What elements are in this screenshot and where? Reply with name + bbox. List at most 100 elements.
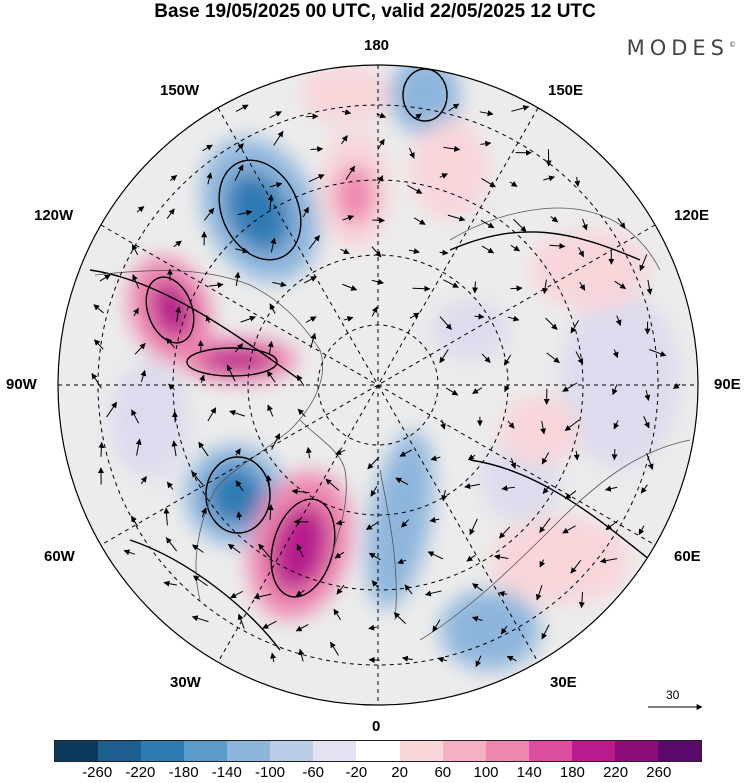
wind-arrow — [371, 246, 382, 258]
wind-arrow — [498, 590, 508, 597]
wind-arrow — [672, 383, 681, 389]
colorbar-swatch — [184, 741, 228, 761]
wind-arrow — [208, 282, 224, 289]
lon-label-60w: 60W — [44, 548, 75, 565]
wind-arrow — [500, 625, 508, 635]
wind-arrow — [340, 248, 350, 255]
wind-arrow — [393, 612, 407, 625]
coastlines — [94, 207, 691, 641]
wind-arrow — [493, 554, 509, 560]
wind-arrow — [227, 543, 241, 554]
wind-arrow — [448, 103, 460, 112]
wind-arrow — [447, 214, 466, 222]
wind-arrow — [613, 420, 620, 430]
wind-arrow — [371, 580, 379, 588]
wind-arrow — [511, 105, 530, 112]
wind-arrow — [368, 624, 377, 631]
wind-arrow — [371, 306, 378, 317]
wind-arrow — [507, 315, 520, 322]
colorbar-swatch — [55, 741, 99, 761]
colorbar-swatch — [442, 741, 486, 761]
wind-arrow — [269, 111, 282, 119]
lon-label-120e: 120E — [674, 207, 710, 224]
wind-arrow — [472, 387, 483, 395]
colorbar-tick-label: 140 — [516, 764, 542, 781]
wind-arrow — [475, 655, 482, 668]
colorbar-tick-label: -20 — [345, 764, 368, 781]
anomaly-blob — [410, 120, 490, 220]
wind-arrow — [397, 558, 407, 565]
wind-arrow — [235, 143, 244, 153]
wind-arrow — [343, 316, 354, 322]
wind-arrow — [130, 515, 139, 527]
wind-arrow — [305, 316, 317, 323]
wind-arrow — [134, 342, 146, 355]
wind-arrow — [135, 438, 142, 456]
wind-arrow — [166, 208, 175, 219]
wind-arrow — [430, 455, 441, 462]
wind-arrow — [304, 276, 317, 284]
wind-arrow — [509, 181, 518, 187]
reference-vector-label: 30 — [666, 688, 680, 702]
wind-arrow — [615, 315, 622, 326]
wind-arrow — [498, 526, 511, 539]
wind-arrow — [132, 274, 140, 289]
wind-arrow — [439, 316, 452, 330]
wind-arrow — [123, 549, 136, 556]
wind-arrow — [439, 249, 449, 256]
wind-arrow — [513, 218, 527, 233]
wind-arrow — [325, 478, 340, 491]
lon-label-150w: 150W — [160, 82, 200, 99]
wind-arrow — [617, 217, 626, 229]
lon-label-150e: 150E — [548, 82, 584, 99]
colorbar-swatch — [141, 741, 185, 761]
wind-arrow — [296, 374, 305, 387]
wind-arrow — [99, 274, 111, 282]
lon-label-0: 0 — [372, 718, 381, 735]
colorbar-swatch — [528, 741, 572, 761]
wind-arrow — [395, 477, 409, 485]
wind-arrow — [235, 480, 244, 491]
wind-arrow — [131, 243, 139, 256]
wind-arrow — [480, 219, 495, 229]
wind-arrow — [573, 450, 580, 461]
colorbar-tick-label: 60 — [434, 764, 452, 781]
wind-arrow — [543, 175, 555, 182]
chart-title: Base 19/05/2025 00 UTC, valid 22/05/2025… — [154, 1, 596, 22]
wind-arrow — [611, 449, 618, 461]
wind-arrow — [443, 279, 459, 288]
wind-arrow — [270, 237, 277, 253]
wind-arrow — [542, 485, 550, 494]
colorbar-tick-label: 260 — [646, 764, 672, 781]
wind-arrow — [510, 244, 521, 252]
wind-arrow — [341, 135, 348, 145]
wind-arrow — [646, 452, 654, 470]
wind-arrow — [506, 655, 517, 662]
wind-arrow — [437, 656, 447, 663]
wind-arrow — [578, 247, 585, 258]
logo-text: MODES — [626, 36, 729, 60]
wind-arrow — [310, 146, 324, 153]
wind-arrow — [341, 109, 352, 115]
colorbar-tick-label: 20 — [391, 764, 408, 781]
wind-arrow — [614, 280, 627, 290]
wind-arrow — [165, 537, 178, 552]
wind-arrow — [237, 209, 253, 216]
wind-arrow — [510, 457, 517, 469]
wind-arrow — [409, 312, 420, 319]
colorbar-tick-label: -220 — [125, 764, 156, 781]
wind-arrow — [370, 486, 378, 497]
wind-arrow — [644, 390, 651, 401]
wind-arrow — [412, 285, 431, 292]
wind-arrow — [612, 349, 619, 359]
logo-mark: © — [729, 41, 736, 49]
wind-arrow — [439, 173, 449, 179]
anomaly-blob — [500, 395, 580, 465]
wind-arrow — [93, 304, 104, 314]
wind-arrow — [581, 218, 588, 231]
anomaly-blob — [150, 280, 194, 340]
wind-arrow — [545, 317, 558, 330]
wind-arrow — [445, 387, 459, 396]
wind-arrow — [230, 590, 243, 599]
wind-arrow — [166, 337, 175, 348]
